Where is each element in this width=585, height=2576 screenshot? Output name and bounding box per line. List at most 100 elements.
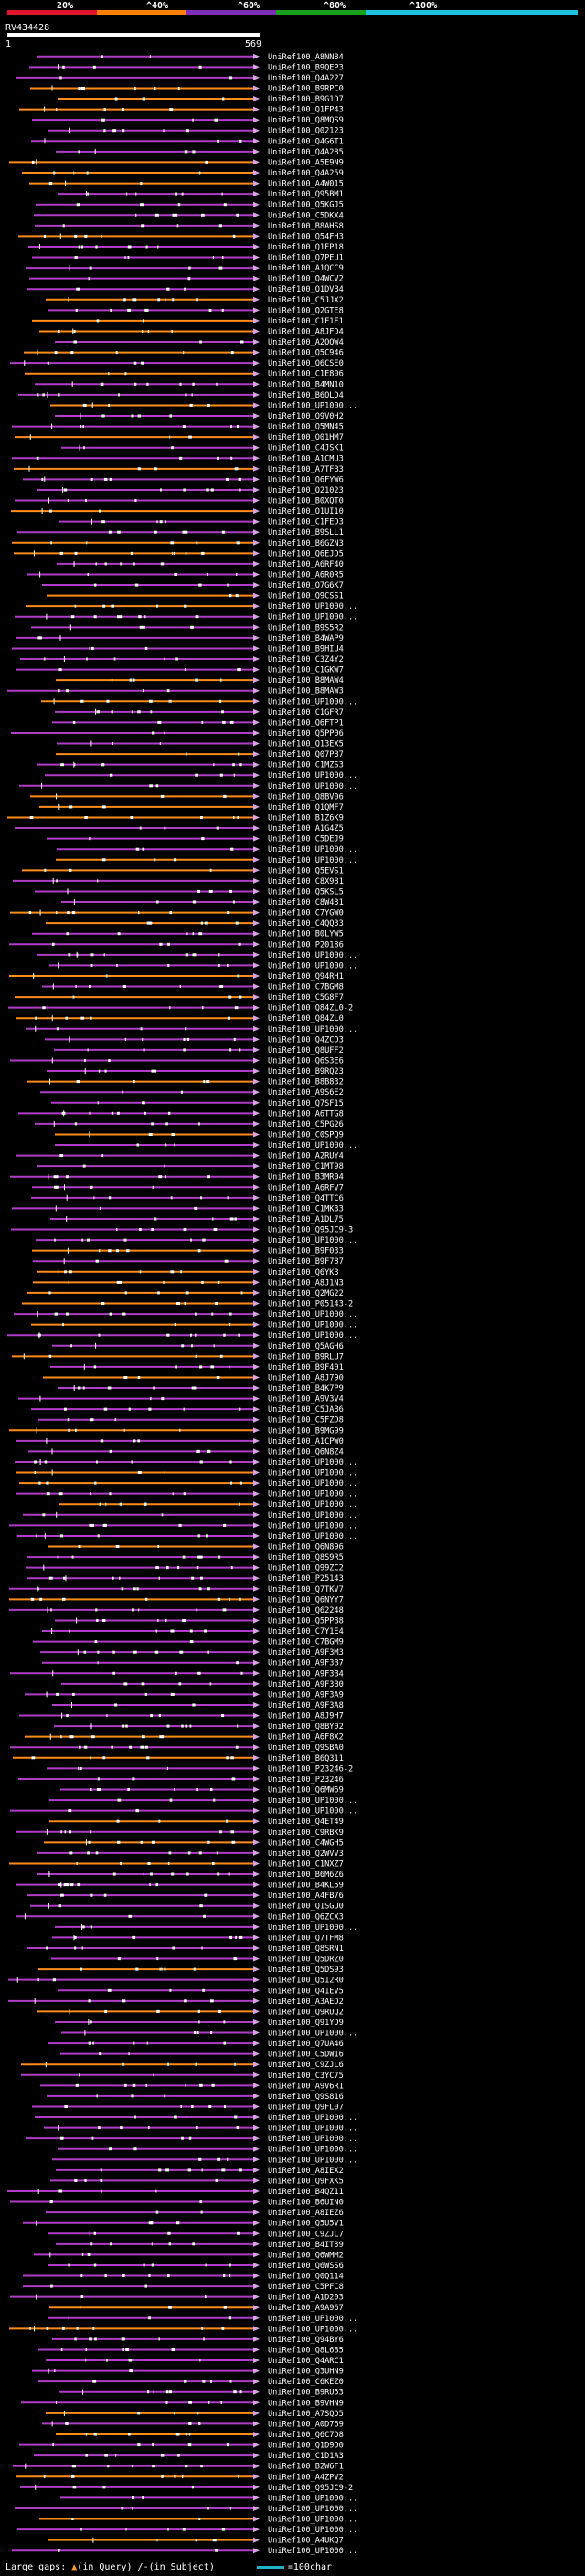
hit-end-arrow xyxy=(253,782,260,789)
hit-fragment xyxy=(112,1650,115,1654)
hit-fragment xyxy=(215,2178,218,2182)
hit-row xyxy=(48,2041,260,2047)
hit-fragment xyxy=(155,784,159,788)
hit-fragment xyxy=(133,298,137,302)
hit-fragment xyxy=(88,1999,91,2003)
hit-fragment xyxy=(89,837,91,841)
subject-label: UniRef100_Q07PB7 xyxy=(268,750,344,759)
hit-row xyxy=(57,560,260,567)
hit-fragment xyxy=(216,1376,220,1379)
hit-row xyxy=(58,96,260,101)
hit-fragment xyxy=(139,1228,142,1231)
subject-label: UniRef100_UP1000... xyxy=(268,2315,357,2324)
hit-fragment xyxy=(229,1312,232,1316)
hit-fragment xyxy=(183,1048,186,1052)
hit-fragment xyxy=(108,530,112,534)
hit-fragment xyxy=(80,2295,84,2299)
hit-end-arrow xyxy=(253,1882,260,1888)
hit-fragment xyxy=(207,1175,210,1179)
hit-row xyxy=(9,1522,260,1529)
hit-fragment xyxy=(182,530,186,534)
hit-end-arrow xyxy=(253,85,260,91)
hit-fragment xyxy=(174,2412,176,2415)
subject-label: UniRef100_B6Q311 xyxy=(268,1754,344,1764)
hit-end-arrow xyxy=(253,1924,260,1930)
subject-label: UniRef100_C5JAB6 xyxy=(268,1405,344,1415)
hit-end-arrow xyxy=(253,803,260,810)
hit-end-arrow xyxy=(253,656,260,662)
hit-fragment xyxy=(155,1883,158,1887)
hit-fragment xyxy=(127,256,130,259)
hit-fragment xyxy=(228,1872,230,1876)
hit-fragment xyxy=(61,1111,64,1115)
hit-row xyxy=(19,1480,260,1487)
hit-end-arrow xyxy=(253,751,260,758)
hit-fragment xyxy=(186,1872,189,1876)
hit-fragment xyxy=(182,1619,186,1622)
hit-fragment xyxy=(134,499,137,502)
subject-label: UniRef100_Q1DVB4 xyxy=(268,285,344,294)
hit-row xyxy=(23,2273,260,2279)
hit-end-arrow xyxy=(253,1205,260,1212)
hit-row xyxy=(61,899,260,905)
hit-end-arrow xyxy=(253,1480,260,1487)
hit-end-arrow xyxy=(253,613,260,620)
hit-row xyxy=(35,1120,260,1127)
hit-end-arrow xyxy=(253,1173,260,1180)
hit-fragment xyxy=(179,1650,184,1654)
hit-fragment xyxy=(101,55,103,58)
hit-fragment xyxy=(59,76,62,80)
hit-end-arrow xyxy=(253,1871,260,1877)
hit-fragment xyxy=(218,1555,221,1559)
hit-fragment xyxy=(140,1027,143,1031)
subject-label: UniRef100_B9SLL1 xyxy=(268,528,344,537)
hit-fragment xyxy=(97,1650,100,1654)
hit-fragment xyxy=(90,2020,92,2024)
subject-label: UniRef100_C5JJX2 xyxy=(268,296,344,305)
hit-row xyxy=(16,1469,260,1476)
hit-row xyxy=(50,1216,260,1222)
hit-end-arrow xyxy=(253,64,260,70)
hit-fragment xyxy=(168,1851,172,1855)
hit-fragment xyxy=(183,1228,187,1231)
subject-label: UniRef100_UP1000... xyxy=(268,1521,357,1531)
hit-fragment xyxy=(198,65,202,69)
subject-label: UniRef100_P20186 xyxy=(268,940,344,949)
hit-fragment xyxy=(198,2422,201,2425)
hit-fragment xyxy=(38,1481,41,1485)
hit-fragment xyxy=(156,604,158,608)
hit-fragment xyxy=(213,1798,216,1802)
hit-end-arrow xyxy=(253,1628,260,1634)
hit-fragment xyxy=(88,277,90,281)
hit-fragment xyxy=(159,942,163,946)
hit-fragment xyxy=(103,1893,107,1897)
hit-fragment xyxy=(86,541,88,545)
hit-row xyxy=(46,2410,260,2416)
hit-end-arrow xyxy=(253,2009,260,2015)
hit-fragment xyxy=(229,2507,231,2510)
hit-row xyxy=(47,2093,260,2099)
hit-fragment xyxy=(34,1460,37,1464)
hit-fragment xyxy=(232,234,236,238)
subject-label: UniRef100_UP1000... xyxy=(268,961,357,970)
hit-fragment xyxy=(29,816,34,819)
hit-fragment xyxy=(83,1650,87,1654)
hit-fragment xyxy=(123,1428,125,1432)
hit-fragment xyxy=(218,953,220,957)
hit-fragment xyxy=(74,551,78,555)
hit-row xyxy=(25,1691,260,1698)
hit-fragment xyxy=(154,87,156,90)
hit-end-arrow xyxy=(253,1617,260,1624)
hit-fragment xyxy=(235,594,239,598)
hit-row xyxy=(40,1649,260,1656)
hit-row xyxy=(37,487,260,493)
hit-fragment xyxy=(154,1650,159,1654)
hit-fragment xyxy=(58,1883,62,1887)
hit-row xyxy=(31,624,260,631)
hit-fragment xyxy=(54,351,58,355)
hit-fragment xyxy=(236,1661,239,1665)
hit-end-arrow xyxy=(253,275,260,281)
subject-label: UniRef100_C7BGM9 xyxy=(268,1638,344,1648)
hit-fragment xyxy=(238,2168,242,2172)
hit-fragment xyxy=(122,2062,124,2066)
